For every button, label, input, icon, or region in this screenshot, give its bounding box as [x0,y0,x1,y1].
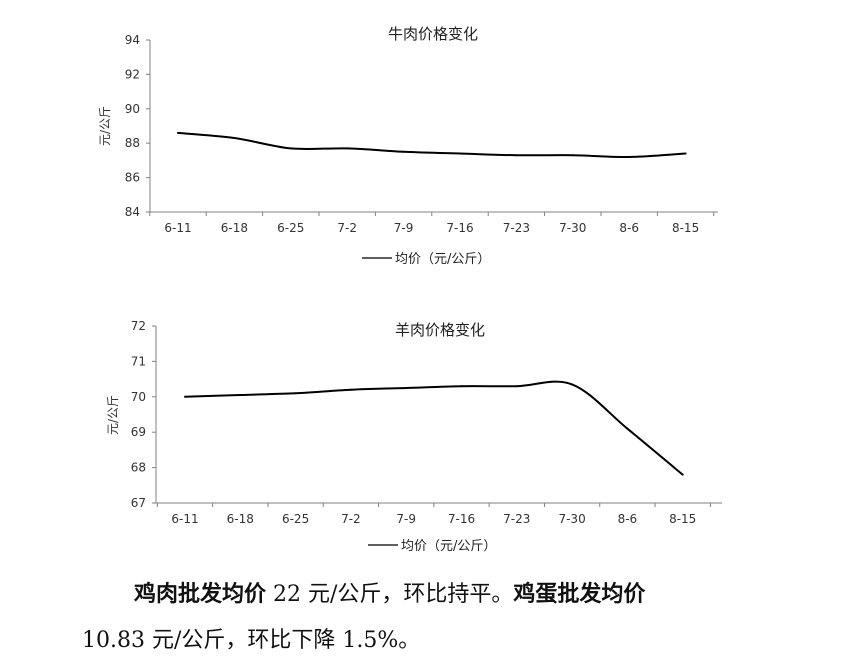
y-tick-label: 88 [125,136,140,150]
x-tick-label: 7-2 [341,512,361,526]
legend: 均价（元/公斤） [362,252,490,267]
y-tick-label: 92 [125,67,140,81]
y-tick-label: 84 [125,205,140,219]
data-point [289,147,292,150]
x-tick-label: 6-25 [282,512,309,526]
data-point [571,383,574,386]
x-tick-label: 7-30 [558,512,585,526]
x-tick-label: 8-15 [669,512,696,526]
data-point [405,386,408,389]
chicken-price-paragraph: 鸡肉批发均价 22 元/公斤，环比持平。鸡蛋批发均价 [0,576,865,608]
x-tick-label: 6-25 [277,221,304,235]
data-point [294,392,297,395]
y-tick-label: 70 [131,390,146,404]
chart-title: 羊肉价格变化 [395,321,485,339]
y-tick-label: 69 [131,425,146,439]
egg-price-text: 10.83 元/公斤，环比下降 1.5%。 [82,628,421,653]
y-axis-label: 元/公斤 [106,395,120,435]
data-point [402,150,405,153]
data-point [346,147,349,150]
x-tick-label: 8-6 [619,221,639,235]
x-tick-label: 7-16 [446,221,473,235]
data-point [628,155,631,158]
series-line [177,131,686,159]
x-tick-label: 6-11 [171,512,198,526]
x-tick-label: 8-6 [618,512,638,526]
x-tick-label: 6-11 [164,221,191,235]
legend: 均价（元/公斤） [368,539,496,554]
chicken-price-text: 22 元/公斤，环比持平。 [266,582,514,607]
data-point [515,154,518,157]
legend-label: 均价（元/公斤） [401,539,496,554]
beef-price-chart: 牛肉价格变化 84 86 88 90 92 94 6-11 6-18 6-25 7-2 7-9 7-… [98,25,718,267]
mutton-price-chart: 羊肉价格变化 67 68 69 70 71 72 6-11 6-18 6-25 7-2 7-9 7-… [106,319,722,554]
chicken-price-heading: 鸡肉批发均价 [134,581,267,607]
data-point [626,427,629,430]
data-point [177,131,179,134]
egg-price-heading: 鸡蛋批发均价 [513,581,646,607]
x-tick-label: 7-23 [503,221,530,235]
y-tick-label: 71 [131,354,146,368]
x-tick-label: 7-23 [503,512,530,526]
data-point [681,473,684,476]
series-line [184,380,684,476]
y-tick-label: 68 [131,461,146,475]
y-tick-label: 86 [125,171,140,185]
x-tick-label: 7-9 [394,221,414,235]
x-tick-label: 6-18 [227,512,254,526]
x-tick-label: 7-2 [337,221,357,235]
x-tick-label: 7-16 [448,512,475,526]
y-tick-label: 67 [131,496,146,510]
axes [149,40,718,213]
data-point [349,388,352,391]
x-tick-label: 6-18 [221,221,248,235]
egg-price-paragraph: 10.83 元/公斤，环比下降 1.5%。 [0,622,865,654]
data-point [460,385,463,388]
y-tick-label: 94 [125,33,140,47]
axes [155,326,722,504]
legend-label: 均价（元/公斤） [395,252,490,267]
data-points [177,131,687,158]
x-tick-label: 8-15 [672,221,699,235]
data-point [233,137,236,140]
y-tick-label: 90 [125,102,140,116]
x-tick-label: 7-30 [559,221,586,235]
y-axis-label: 元/公斤 [98,106,112,146]
data-point [515,385,518,388]
data-points [184,383,684,476]
data-point [684,152,687,155]
chart-title: 牛肉价格变化 [388,25,478,43]
data-point [571,154,574,157]
y-tick-label: 72 [131,319,146,333]
x-tick-label: 7-9 [396,512,416,526]
data-point [184,395,186,398]
data-point [459,152,461,155]
data-point [239,394,242,397]
